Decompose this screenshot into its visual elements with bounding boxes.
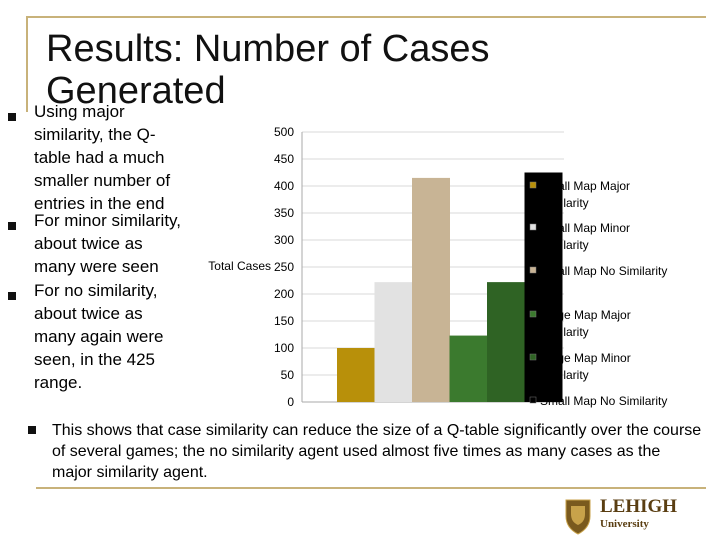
bullet-marker-1: [8, 113, 16, 121]
y-tick-label: 200: [274, 287, 294, 301]
y-tick-label: 150: [274, 314, 294, 328]
bullet-marker-3: [8, 292, 16, 300]
y-tick-label: 0: [287, 395, 294, 409]
legend-label-2-cont: Similarity: [540, 238, 589, 252]
bar-4: [449, 335, 488, 402]
top-rule: [26, 16, 706, 18]
legend-label-4: Large Map Major: [540, 308, 631, 322]
bar-1: [337, 348, 375, 402]
legend-label-1: Small Map Major: [540, 179, 630, 193]
y-tick-label: 400: [274, 179, 294, 193]
legend-label-2: Small Map Minor: [540, 221, 630, 235]
title-line-1: Results: Number of Cases: [46, 28, 490, 70]
y-tick-label: 500: [274, 125, 294, 139]
footer-text: This shows that case similarity can redu…: [52, 422, 702, 481]
bullet-2-rest: about twice as many were seen: [34, 234, 159, 276]
legend-swatch-2: [529, 223, 537, 231]
bullet-marker-4: [28, 426, 36, 434]
legend-swatch-3: [529, 266, 537, 274]
legend-label-6: Small Map No Similarity: [540, 394, 667, 408]
y-tick-label: 450: [274, 152, 294, 166]
bar-3: [412, 177, 450, 402]
title-line-2: Generated: [46, 70, 226, 112]
legend-label-5: Large Map Minor: [540, 351, 631, 365]
bar-5: [487, 282, 525, 402]
bullet-marker-2: [8, 222, 16, 230]
slide-title: Results: Number of Cases Generated: [46, 28, 490, 112]
bullet-1-first: Using major: [34, 102, 125, 121]
left-rule: [26, 16, 28, 112]
y-tick-label: 100: [274, 341, 294, 355]
bullet-3: For no similarity, about twice as many a…: [34, 281, 164, 392]
legend-label-5-cont: Similarity: [540, 368, 589, 382]
y-tick-label: 350: [274, 206, 294, 220]
y-axis-label: Total Cases: [208, 259, 271, 273]
bullet-1-rest: similarity, the Q- table had a much smal…: [34, 125, 171, 213]
legend-swatch-4: [529, 310, 537, 318]
bottom-rule: [36, 487, 706, 489]
shield-icon: [565, 499, 591, 535]
university-logo: LEHIGH University: [562, 496, 692, 536]
bar-6: [524, 172, 563, 402]
y-tick-label: 50: [281, 368, 295, 382]
logo-sub: University: [600, 518, 649, 530]
y-tick-label: 250: [274, 260, 294, 274]
bullet-2-first: For minor similarity,: [34, 211, 182, 230]
legend-swatch-5: [529, 353, 537, 361]
logo-name: LEHIGH: [600, 496, 678, 517]
y-tick-label: 300: [274, 233, 294, 247]
legend-label-4-cont: Similarity: [540, 325, 589, 339]
legend-label-3: Small Map No Similarity: [540, 264, 667, 278]
legend-label-1-cont: Similarity: [540, 196, 589, 210]
legend-swatch-6: [529, 396, 537, 404]
bar-2: [374, 282, 413, 402]
legend-swatch-1: [529, 181, 537, 189]
